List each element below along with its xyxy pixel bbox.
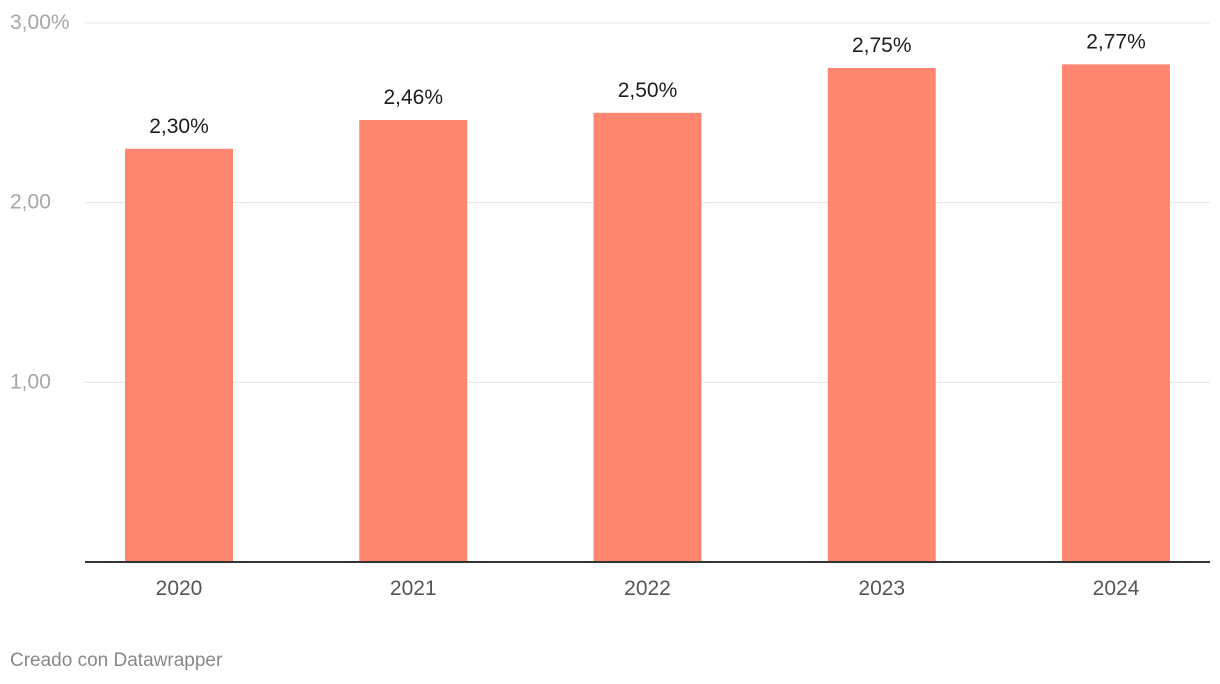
value-labels: 2,30% 2,46% 2,50% 2,75% 2,77% <box>149 30 1146 137</box>
x-tick-label: 2021 <box>390 577 437 600</box>
x-tick-label: 2022 <box>624 577 671 600</box>
x-tick-label: 2020 <box>156 577 203 600</box>
bar <box>1062 64 1170 562</box>
bar-value-label: 2,30% <box>149 115 209 138</box>
footer-credit: Creado con Datawrapper <box>10 650 223 671</box>
bars <box>125 64 1170 563</box>
bar <box>593 112 702 562</box>
bar-value-label: 2,75% <box>852 34 912 57</box>
bar-value-label: 2,46% <box>383 86 443 109</box>
bar <box>827 67 936 563</box>
bar-value-label: 2,77% <box>1086 30 1146 53</box>
y-tick-label: 1,00 <box>10 370 51 393</box>
y-tick-label: 2,00 <box>10 191 51 214</box>
bar <box>359 120 468 563</box>
bar-value-label: 2,50% <box>618 79 678 102</box>
y-tick-label: 3,00% <box>10 11 70 34</box>
x-axis-tick-labels: 2020 2021 2022 2023 2024 <box>156 577 1140 600</box>
x-tick-label: 2024 <box>1093 577 1140 600</box>
bar <box>125 148 233 562</box>
y-axis-tick-labels: 1,00 2,00 3,00% <box>10 11 70 393</box>
x-tick-label: 2023 <box>858 577 905 600</box>
